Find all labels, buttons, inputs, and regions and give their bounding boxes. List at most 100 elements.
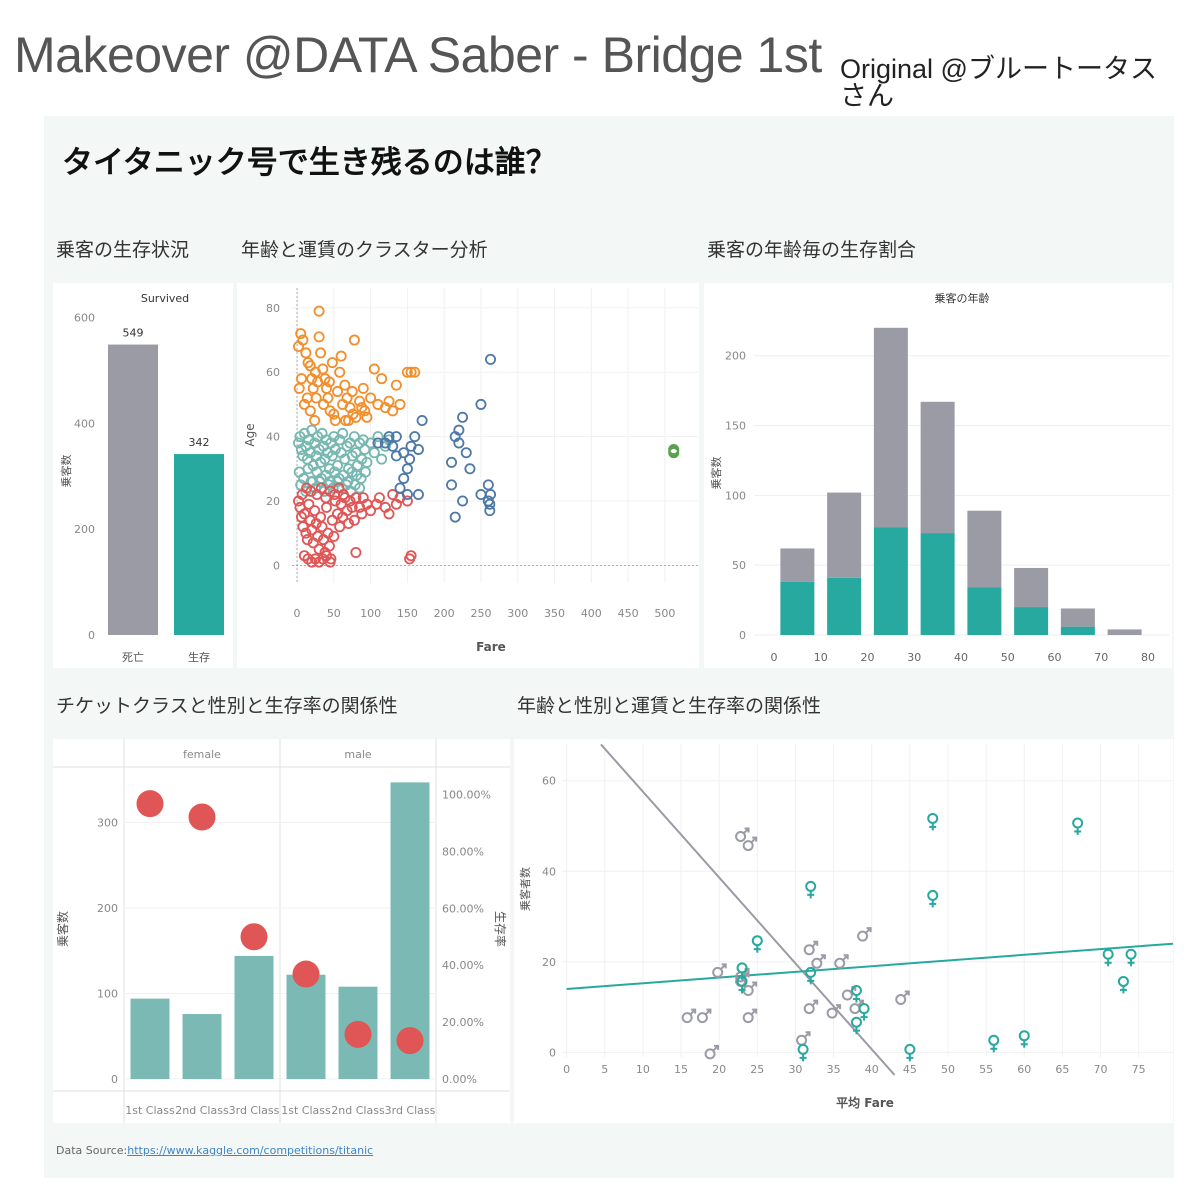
female-symbol bbox=[1072, 817, 1084, 835]
scatter-point bbox=[401, 489, 413, 501]
section-title-class-sex: チケットクラスと性別と生存率の関係性 bbox=[56, 695, 398, 717]
bar-died bbox=[827, 492, 862, 578]
scatter-point bbox=[457, 495, 469, 507]
x-axis-label: Fare bbox=[476, 640, 506, 654]
x-tick-label: 300 bbox=[507, 607, 528, 620]
y-tick-label: 100 bbox=[725, 489, 746, 502]
x-tick-label: 150 bbox=[397, 607, 418, 620]
scatter-point bbox=[323, 376, 335, 388]
male-symbol bbox=[826, 1004, 842, 1019]
scatter-point bbox=[313, 305, 325, 317]
scatter-point bbox=[368, 363, 380, 375]
scatter-point bbox=[348, 334, 360, 346]
scatter-point bbox=[416, 415, 428, 427]
y-axis-label: 乗客数 bbox=[55, 911, 70, 947]
scatter-point bbox=[390, 450, 402, 462]
x-tick-label: 30 bbox=[907, 651, 921, 664]
scatter-point bbox=[317, 363, 329, 375]
scatter-point bbox=[482, 479, 494, 491]
y-axis-label: 乗客数 bbox=[59, 455, 73, 488]
bar-died bbox=[920, 401, 955, 534]
y-tick-label: 200 bbox=[725, 350, 746, 363]
y-tick-label: 60 bbox=[266, 366, 280, 379]
female-symbol bbox=[805, 880, 817, 899]
x-tick-label: 15 bbox=[674, 1063, 688, 1076]
scatter-point bbox=[318, 398, 330, 410]
scatter-point bbox=[320, 501, 332, 513]
scatter-point bbox=[324, 556, 336, 568]
scatter-point bbox=[409, 366, 421, 378]
survival-bar-chart: Survived 0 200 400 600 乗客数 549 死亡 342 生存 bbox=[59, 292, 224, 664]
x-tick-label: 生存 bbox=[188, 650, 210, 664]
x-tick-label: 30 bbox=[788, 1063, 802, 1076]
scatter-point bbox=[464, 463, 476, 475]
x-tick-label: 50 bbox=[941, 1063, 955, 1076]
bar-survived bbox=[1014, 607, 1049, 635]
scatter-point bbox=[376, 373, 388, 385]
data-label: 549 bbox=[123, 327, 144, 340]
survival-rate-dot bbox=[396, 1027, 424, 1055]
scatter-point bbox=[359, 466, 371, 478]
section-title-cluster: 年齢と運賃のクラスター分析 bbox=[241, 239, 488, 261]
scatter-point bbox=[312, 530, 324, 542]
scatter-point bbox=[344, 402, 356, 414]
male-symbol bbox=[704, 1044, 720, 1060]
y-tick-label: 100 bbox=[97, 988, 118, 1001]
x-tick-label: 1st Class bbox=[125, 1104, 175, 1117]
bar-survived bbox=[873, 527, 908, 635]
original-credit: Original @ブルートータス さん bbox=[840, 54, 1157, 111]
bar-survived bbox=[920, 533, 955, 635]
male-symbol bbox=[895, 990, 910, 1006]
male-symbol bbox=[796, 1031, 811, 1046]
bar-count bbox=[234, 955, 274, 1079]
age-hist-chart-panel: 乗客の年齢 0 50 100 150 200 0 10 20 30 40 50 60 70 80 乗客数 bbox=[704, 283, 1172, 668]
page-title: Makeover @DATA Saber - Bridge 1st bbox=[14, 27, 822, 83]
scatter-point bbox=[356, 402, 368, 414]
female-symbol bbox=[797, 1043, 809, 1062]
scatter-point bbox=[310, 392, 322, 404]
scatter-point bbox=[401, 495, 413, 507]
scatter-point bbox=[449, 511, 461, 523]
scatter-point bbox=[346, 501, 358, 513]
scatter-point bbox=[304, 405, 316, 417]
panel-header: male bbox=[344, 748, 372, 761]
scatter-point bbox=[332, 460, 344, 472]
y-tick-label: 600 bbox=[74, 312, 95, 325]
panel-header: female bbox=[183, 748, 221, 761]
scatter-point bbox=[359, 443, 371, 455]
scatter-point bbox=[365, 392, 377, 404]
scatter-point bbox=[383, 395, 395, 407]
age-fare-scatter-chart: 0 5 10 15 20 25 30 35 40 45 50 55 60 65 70 75 0 20 40 60 平均 … bbox=[518, 743, 1173, 1110]
x-tick-label: 0 bbox=[563, 1063, 570, 1076]
scatter-point bbox=[404, 453, 416, 465]
scatter-point bbox=[405, 550, 417, 562]
y-tick-label: 0 bbox=[739, 629, 746, 642]
scatter-point bbox=[334, 521, 346, 533]
bar-died bbox=[967, 510, 1002, 588]
bar-died bbox=[1014, 567, 1049, 608]
scatter-point bbox=[405, 366, 417, 378]
x-tick-label: 250 bbox=[470, 607, 491, 620]
scatter-point bbox=[344, 495, 356, 507]
scatter-point bbox=[339, 379, 351, 391]
x-tick-label: 0 bbox=[294, 607, 301, 620]
scatter-point bbox=[334, 434, 346, 446]
scatter-point bbox=[485, 353, 497, 365]
survival-rate-dot bbox=[292, 960, 320, 988]
bar-survived bbox=[1060, 626, 1095, 635]
scatter-point bbox=[298, 398, 310, 410]
survival-rate-dot bbox=[188, 803, 216, 831]
scatter-point bbox=[346, 386, 358, 398]
data-source-link[interactable]: https://www.kaggle.com/competitions/tita… bbox=[127, 1144, 374, 1157]
x-tick-label: 20 bbox=[861, 651, 875, 664]
female-symbol bbox=[736, 975, 748, 994]
y-tick-label: 0 bbox=[549, 1046, 556, 1059]
y-tick-label: 200 bbox=[97, 902, 118, 915]
chart-title: 乗客の年齢 bbox=[935, 291, 990, 305]
female-symbol bbox=[927, 812, 939, 831]
bar-died bbox=[780, 548, 815, 582]
bar-survived bbox=[967, 587, 1002, 635]
bar bbox=[108, 344, 158, 635]
x-tick-label: 70 bbox=[1094, 651, 1108, 664]
scatter-point bbox=[334, 366, 346, 378]
